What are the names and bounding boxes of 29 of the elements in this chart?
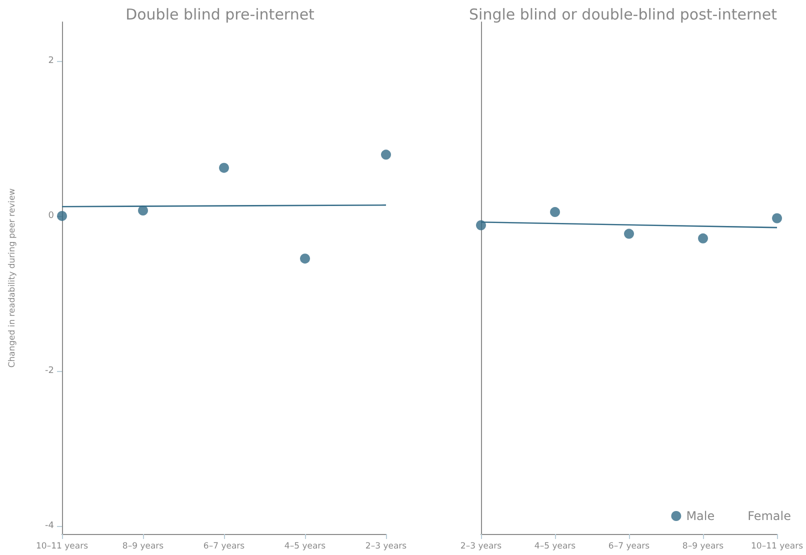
x-tick-label: 8–9 years bbox=[682, 542, 724, 552]
y-axis-title: Changed in readability during peer review bbox=[8, 188, 18, 368]
point bbox=[381, 150, 391, 160]
point bbox=[138, 206, 148, 216]
chart-title: Single blind or double-blind post-internet bbox=[469, 6, 778, 24]
point bbox=[624, 228, 634, 239]
x-tick-label: 8–9 years bbox=[122, 542, 164, 552]
point bbox=[300, 254, 310, 264]
point bbox=[550, 207, 560, 218]
point bbox=[476, 220, 486, 230]
y-tick-label: -2 bbox=[45, 366, 54, 376]
text: Female bbox=[748, 509, 791, 523]
y-tick-label: 2 bbox=[48, 56, 54, 66]
point bbox=[698, 233, 708, 244]
point bbox=[57, 210, 67, 221]
x-tick-label: 2–3 years bbox=[460, 542, 502, 552]
point bbox=[772, 213, 782, 224]
x-tick-label: 10–11 years bbox=[36, 542, 89, 552]
legend-label: Male bbox=[686, 509, 715, 523]
x-tick-label: 6–7 years bbox=[608, 542, 650, 552]
x-tick-label: 4–5 years bbox=[284, 542, 326, 552]
x-tick-label: 10–11 years bbox=[751, 542, 804, 552]
x-tick-label: 6–7 years bbox=[203, 542, 246, 552]
y-tick-label: 0 bbox=[48, 210, 54, 221]
point bbox=[219, 162, 229, 173]
chart-title: Double blind pre-internet bbox=[126, 6, 315, 24]
x-tick-label: 2–3 years bbox=[365, 542, 408, 552]
y-tick-label: -4 bbox=[45, 521, 54, 532]
x-tick-label: 4–5 years bbox=[534, 542, 576, 552]
